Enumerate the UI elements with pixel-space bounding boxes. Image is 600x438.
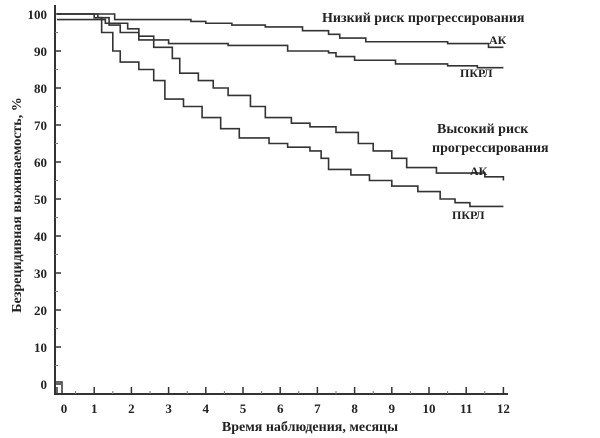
- label-high-pkrl: ПКРЛ: [452, 208, 485, 222]
- x-axis-label: Время наблюдения, месяцы: [222, 420, 398, 435]
- x-tick-label: 0: [61, 401, 68, 416]
- survival-curve-2: [57, 13, 505, 181]
- label-low-pkrl: ПКРЛ: [460, 66, 493, 80]
- y-tick-label: 30: [34, 266, 47, 281]
- x-tick-label: 1: [91, 401, 98, 416]
- survival-curve-0: [57, 13, 504, 49]
- label-high-ak: АК: [470, 164, 488, 178]
- y-tick-label: 100: [28, 7, 48, 22]
- annotation-low-risk: Низкий риск прогрессирования: [322, 11, 525, 26]
- survival-curve-1: [57, 18, 504, 69]
- y-tick-label: 0: [41, 377, 48, 392]
- y-tick-label: 40: [34, 229, 47, 244]
- x-tick-label: 8: [351, 401, 358, 416]
- x-tick-label: 6: [277, 401, 284, 416]
- survival-curve-3: [57, 13, 504, 208]
- x-tick-label: 9: [389, 401, 396, 416]
- annotation-high-risk-1: Высокий риск: [437, 122, 529, 137]
- x-tick-label: 11: [460, 401, 472, 416]
- x-tick-label: 7: [314, 401, 321, 416]
- y-tick-label: 60: [34, 155, 47, 170]
- y-tick-label: 80: [34, 81, 47, 96]
- x-tick-label: 2: [128, 401, 135, 416]
- x-tick-label: 4: [203, 401, 210, 416]
- y-tick-label: 50: [34, 192, 47, 207]
- curves: [57, 13, 505, 208]
- y-axis-label: Безрецидивная выживаемость, %: [10, 97, 25, 312]
- x-tick-label: 3: [165, 401, 172, 416]
- y-tick-label: 90: [34, 44, 47, 59]
- x-tick-label: 12: [497, 401, 510, 416]
- x-tick-label: 10: [423, 401, 436, 416]
- annotation-high-risk-2: прогрессирования: [432, 141, 549, 156]
- y-tick-label: 20: [34, 303, 47, 318]
- y-tick-label: 10: [34, 340, 47, 355]
- label-low-ak: АК: [489, 33, 507, 47]
- y-tick-label: 70: [34, 118, 47, 133]
- x-tick-label: 5: [240, 401, 247, 416]
- origin-marker: [55, 381, 63, 394]
